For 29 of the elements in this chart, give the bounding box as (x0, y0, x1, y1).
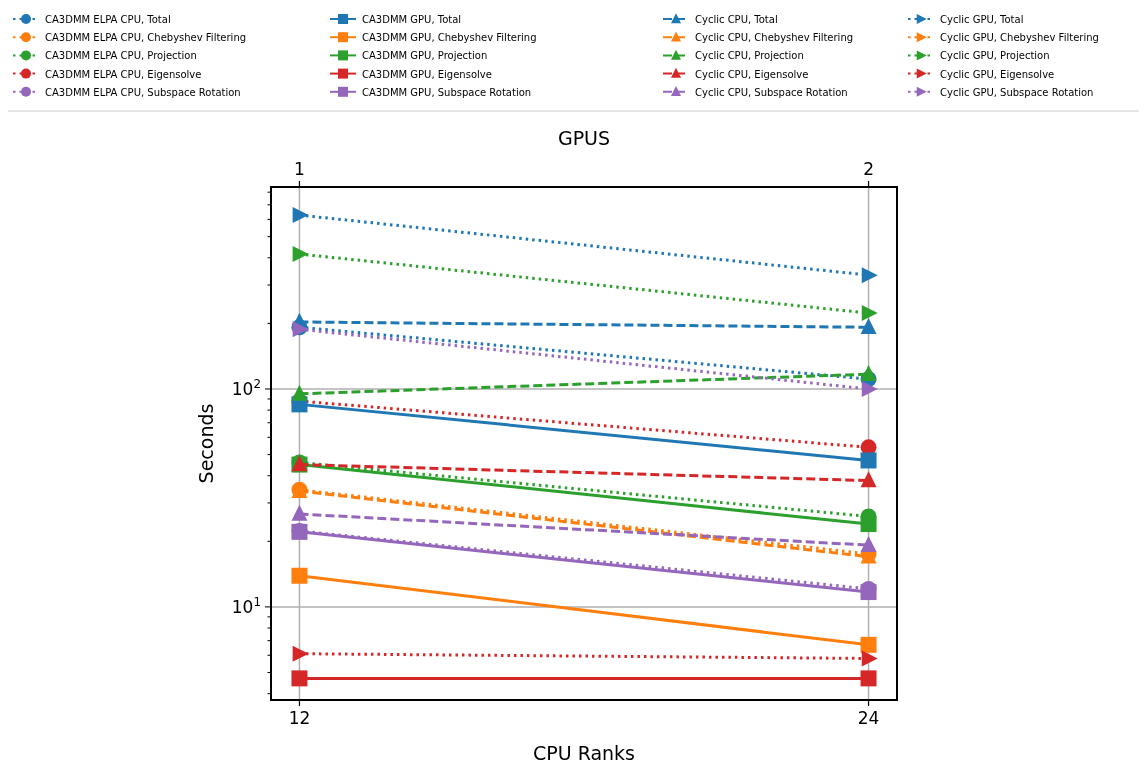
legend-label: CA3DMM GPU, Chebyshev Filtering (362, 32, 537, 44)
y-tick-label: 10$^{1}$ (231, 594, 261, 617)
legend-label: CA3DMM GPU, Eigensolve (362, 68, 492, 80)
legend-label: CA3DMM ELPA CPU, Projection (45, 50, 197, 62)
legend-label: Cyclic GPU, Projection (940, 50, 1050, 62)
legend-label: CA3DMM ELPA CPU, Eigensolve (45, 68, 202, 80)
legend-label: CA3DMM GPU, Subspace Rotation (362, 86, 532, 98)
legend-label: Cyclic CPU, Eigensolve (695, 68, 809, 80)
legend-label: Cyclic CPU, Projection (695, 50, 804, 62)
legend-label: CA3DMM ELPA CPU, Total (45, 14, 171, 25)
legend-label: CA3DMM GPU, Total (362, 14, 462, 25)
legend-label: Cyclic GPU, Subspace Rotation (940, 86, 1094, 98)
legend-label: Cyclic GPU, Total (940, 14, 1024, 25)
legend-label: CA3DMM ELPA CPU, Subspace Rotation (45, 86, 241, 98)
legend-label: Cyclic CPU, Chebyshev Filtering (695, 32, 854, 44)
legend-label: Cyclic CPU, Total (695, 14, 778, 25)
legend-label: Cyclic CPU, Subspace Rotation (695, 86, 848, 98)
x2-tick-label: 2 (863, 159, 874, 179)
x2-axis-title: GPUS (557, 127, 611, 149)
legend-label: CA3DMM ELPA CPU, Chebyshev Filtering (45, 32, 247, 44)
x2-tick-label: 1 (294, 159, 305, 179)
legend-label: Cyclic GPU, Eigensolve (940, 68, 1055, 80)
legend-label: Cyclic GPU, Chebyshev Filtering (940, 32, 1099, 44)
x-tick-label: 12 (288, 708, 311, 728)
legend-label: CA3DMM GPU, Projection (362, 50, 488, 62)
x-tick-label: 24 (857, 708, 880, 728)
x-axis-title: CPU Ranks (532, 742, 636, 764)
y-tick-label: 10$^{2}$ (231, 376, 261, 399)
y-axis-title: Seconds (195, 403, 217, 484)
